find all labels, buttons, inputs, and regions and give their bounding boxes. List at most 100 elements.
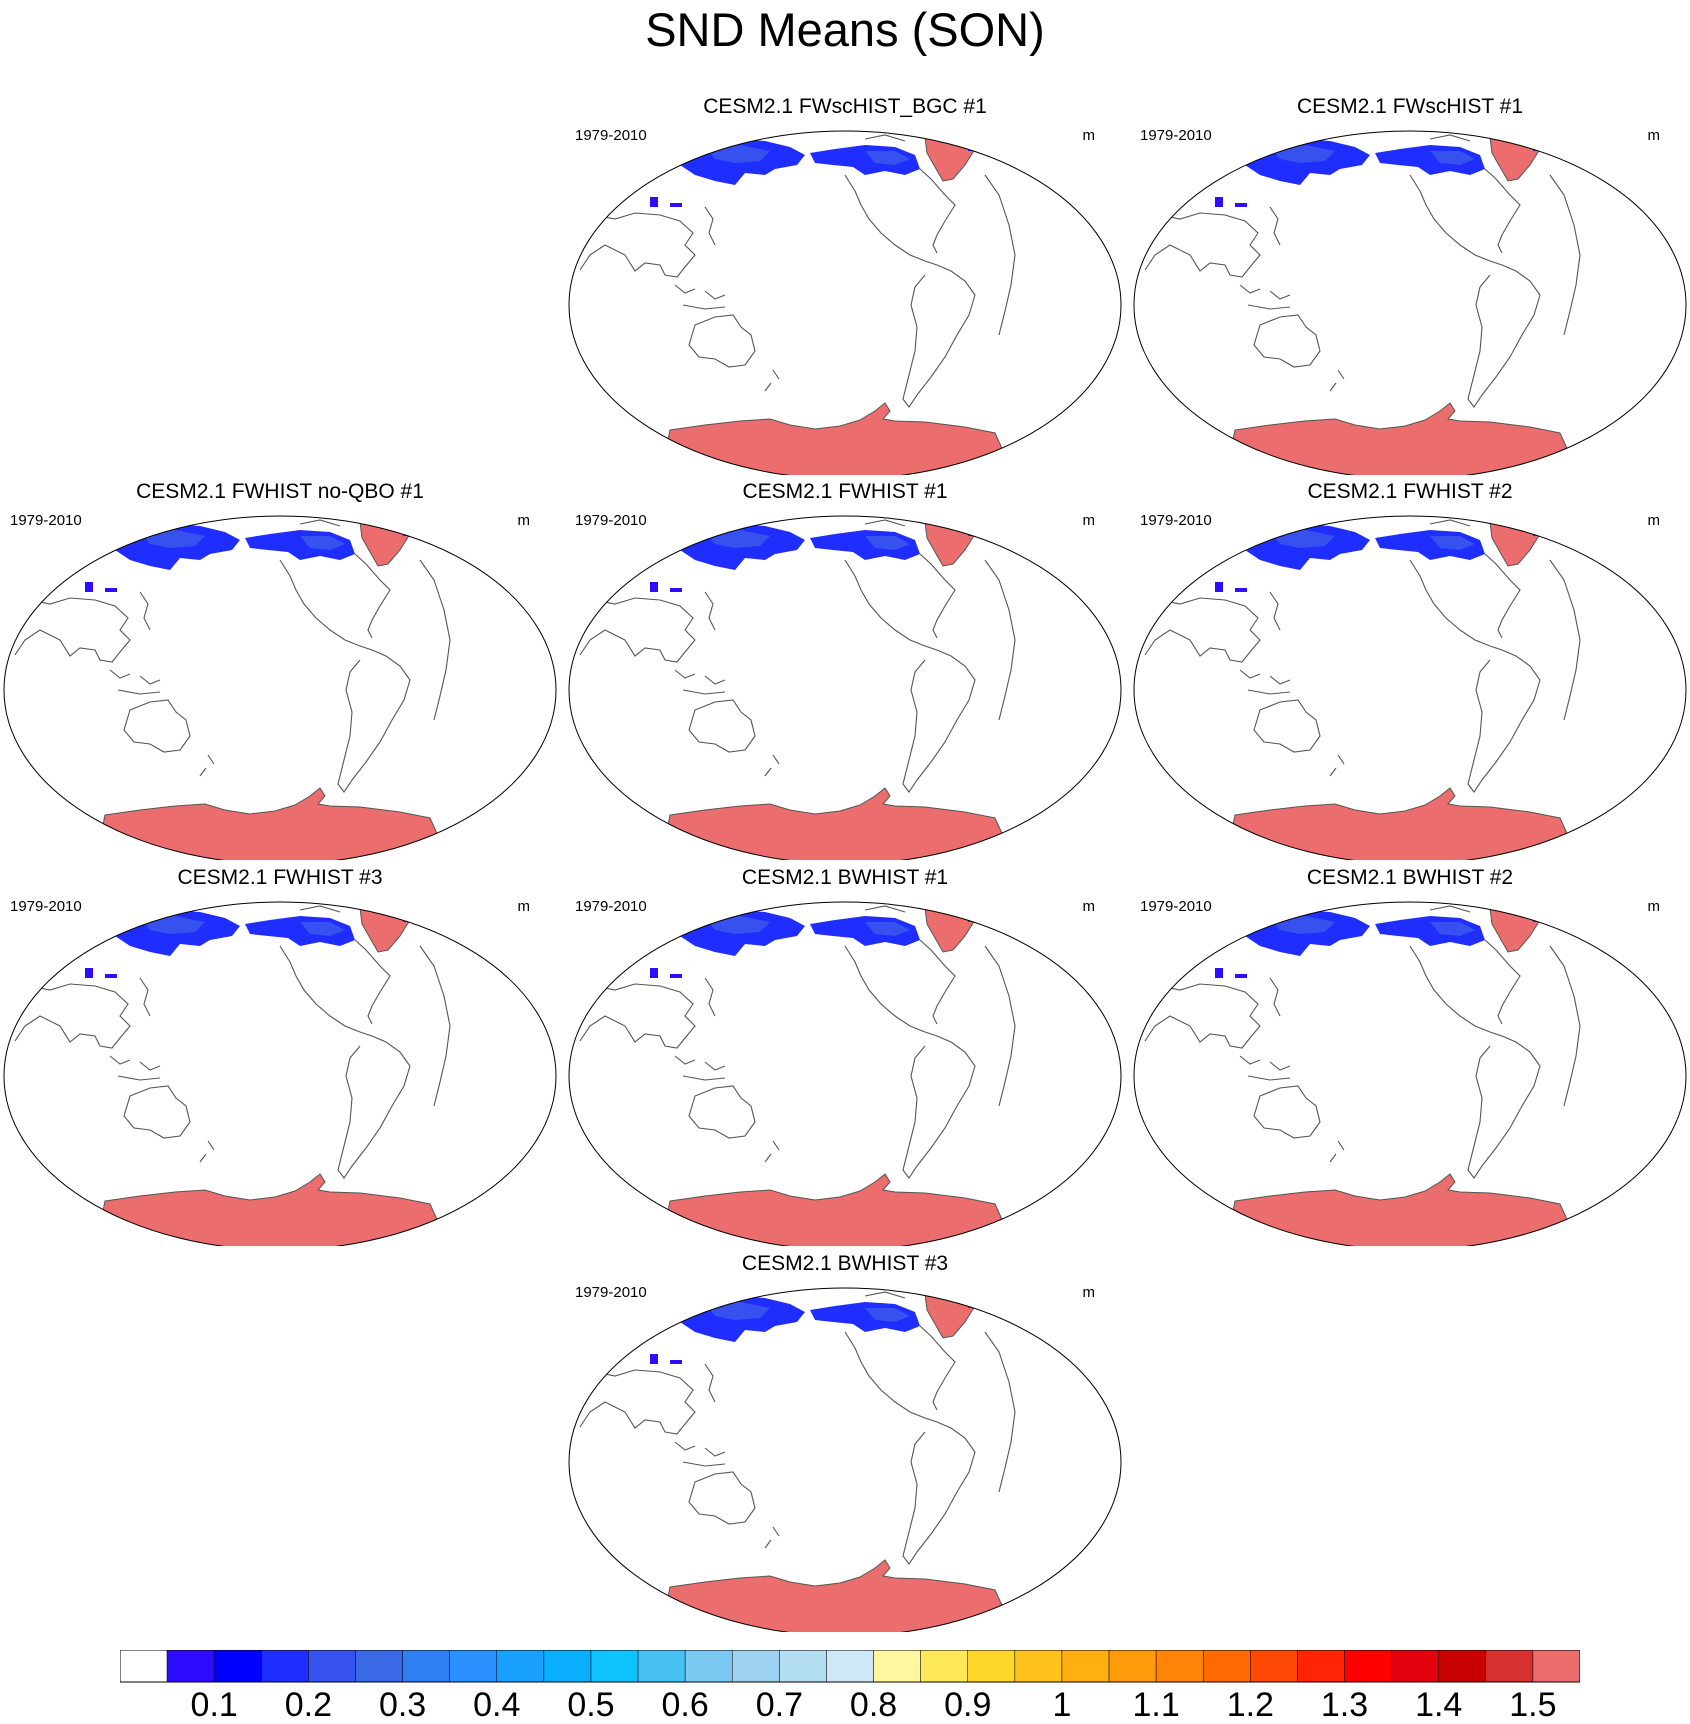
coastline [1484, 168, 1521, 254]
map-panel: CESM2.1 BWHIST #1 1979-2010 m [565, 866, 1125, 1246]
coastline [1239, 284, 1291, 310]
coastline [1409, 945, 1491, 1033]
colorbar-box [1061, 1650, 1110, 1683]
coastline [704, 1363, 716, 1403]
coastline [1329, 754, 1345, 777]
coastline [844, 559, 926, 647]
map-panel: CESM2.1 BWHIST #3 1979-2010 m [565, 1252, 1125, 1632]
map-boundary [568, 130, 1122, 475]
north-america-snow-deep [865, 922, 910, 936]
colorbar-tick-label: 0.9 [944, 1686, 991, 1720]
map-svg [1133, 130, 1687, 475]
map-svg [568, 515, 1122, 860]
units-label: m [517, 898, 531, 915]
coastline [1269, 206, 1281, 246]
colorbar-box [732, 1650, 780, 1683]
panel-title: CESM2.1 BWHIST #2 [1306, 866, 1514, 889]
tibet-snow-2 [1235, 203, 1247, 207]
map-svg [3, 515, 557, 860]
period-label: 1979-2010 [575, 127, 647, 144]
colorbar-tick-label: 0.6 [662, 1686, 709, 1720]
colorbar-box [1202, 1650, 1251, 1683]
coastline [919, 939, 956, 1025]
tibet-snow [1215, 582, 1223, 592]
map-boundary [1133, 515, 1687, 860]
panel-title: CESM2.1 FWscHIST_BGC #1 [703, 95, 987, 118]
coastline [1239, 1055, 1291, 1081]
coastline [1549, 559, 1581, 721]
colorbar-box [1155, 1650, 1204, 1683]
colorbar-box [1297, 1650, 1345, 1683]
north-america-snow-deep [1430, 151, 1475, 165]
map-panel: CESM2.1 FWHIST #1 1979-2010 m [565, 480, 1125, 860]
north-america-snow-deep [865, 151, 910, 165]
coastline [279, 945, 361, 1033]
north-america-snow-deep [300, 922, 345, 936]
map-svg [568, 1287, 1122, 1632]
coastline [688, 699, 756, 753]
panel-title: CESM2.1 FWHIST #1 [742, 480, 948, 503]
units-label: m [517, 512, 531, 529]
coastline [1467, 1031, 1541, 1179]
coastline [337, 645, 411, 793]
coastline [674, 284, 726, 310]
colorbar-box [449, 1650, 498, 1683]
coastline [123, 699, 191, 753]
coastline [902, 1417, 976, 1565]
tibet-snow-2 [670, 974, 682, 978]
coastline [419, 559, 451, 721]
coastline [1329, 369, 1345, 392]
coastline [844, 174, 926, 262]
colorbar-box [355, 1650, 403, 1683]
map-panel: CESM2.1 FWHIST #3 1979-2010 m [0, 866, 560, 1246]
period-label: 1979-2010 [575, 1284, 647, 1301]
map-svg [568, 901, 1122, 1246]
tibet-snow [650, 968, 658, 978]
panel-title: CESM2.1 FWscHIST #1 [1297, 95, 1523, 118]
units-label: m [1082, 512, 1096, 529]
colorbar-box [402, 1650, 450, 1683]
coastline [1139, 983, 1261, 1049]
colorbar-box [496, 1650, 545, 1683]
tibet-snow [650, 582, 658, 592]
coastline [1409, 174, 1491, 262]
colorbar-tick-label: 1 [1052, 1686, 1071, 1720]
coastline [688, 1471, 756, 1525]
coastline [337, 1031, 411, 1179]
tibet-snow [85, 582, 93, 592]
period-label: 1979-2010 [1140, 898, 1212, 915]
period-label: 1979-2010 [1140, 127, 1212, 144]
map-svg [568, 130, 1122, 475]
map-boundary [568, 901, 1122, 1246]
colorbar-box [1014, 1650, 1063, 1683]
coastline [902, 260, 976, 408]
colorbar-tick-label: 0.2 [285, 1686, 332, 1720]
tibet-snow [650, 1354, 658, 1364]
coastline [844, 1331, 926, 1419]
coastline [109, 669, 161, 695]
colorbar-box [261, 1650, 309, 1683]
north-america-snow-deep [300, 536, 345, 550]
colorbar-box [1250, 1650, 1298, 1683]
map-panel: CESM2.1 FWscHIST #1 1979-2010 m [1130, 95, 1690, 475]
colorbar-box [120, 1650, 168, 1683]
colorbar-box [637, 1650, 686, 1683]
tibet-snow [85, 968, 93, 978]
coastline [1549, 174, 1581, 336]
coastline [139, 591, 151, 631]
coastline [844, 945, 926, 1033]
map-boundary [3, 515, 557, 860]
colorbar-tick-label: 1.1 [1132, 1686, 1179, 1720]
map-panel: CESM2.1 FWHIST no-QBO #1 1979-2010 m [0, 480, 560, 860]
coastline [1139, 212, 1261, 278]
coastline [574, 1369, 696, 1435]
tibet-snow [1215, 968, 1223, 978]
tibet-snow-2 [670, 203, 682, 207]
units-label: m [1647, 512, 1661, 529]
map-panel: CESM2.1 FWHIST #2 1979-2010 m [1130, 480, 1690, 860]
coastline [688, 314, 756, 368]
colorbar-svg: 0.1 0.2 0.3 0.4 0.5 0.6 0.7 0.8 0.9 1 1.1 1.2 1.3 1.4… [120, 1650, 1580, 1720]
period-label: 1979-2010 [575, 512, 647, 529]
coastline [9, 983, 131, 1049]
map-boundary [3, 901, 557, 1246]
